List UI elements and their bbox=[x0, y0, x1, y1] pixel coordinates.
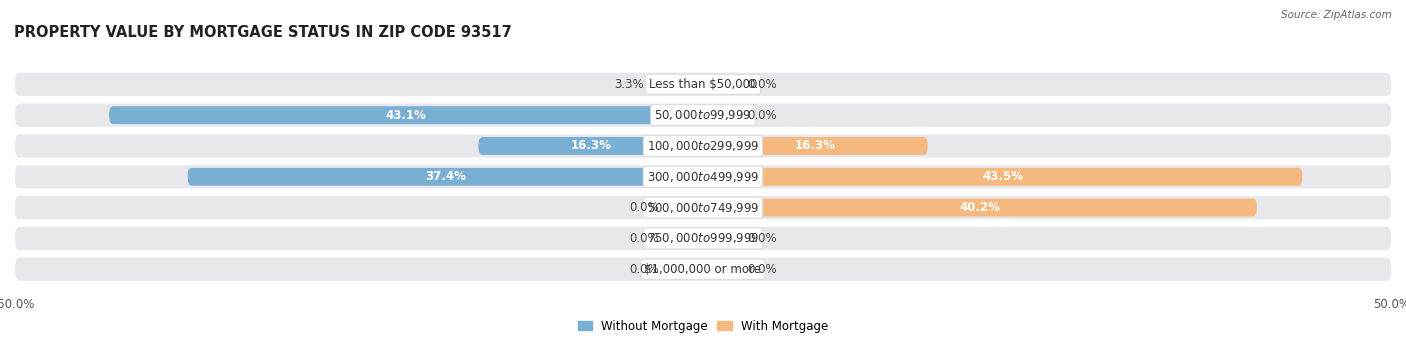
FancyBboxPatch shape bbox=[14, 195, 1392, 220]
Text: 16.3%: 16.3% bbox=[794, 139, 835, 152]
FancyBboxPatch shape bbox=[658, 75, 703, 93]
Text: PROPERTY VALUE BY MORTGAGE STATUS IN ZIP CODE 93517: PROPERTY VALUE BY MORTGAGE STATUS IN ZIP… bbox=[14, 24, 512, 40]
FancyBboxPatch shape bbox=[669, 199, 703, 217]
Text: 43.1%: 43.1% bbox=[385, 109, 426, 122]
Text: $500,000 to $749,999: $500,000 to $749,999 bbox=[647, 201, 759, 215]
Text: 16.3%: 16.3% bbox=[571, 139, 612, 152]
Text: $1,000,000 or more: $1,000,000 or more bbox=[644, 263, 762, 276]
Text: Less than $50,000: Less than $50,000 bbox=[648, 78, 758, 91]
Legend: Without Mortgage, With Mortgage: Without Mortgage, With Mortgage bbox=[574, 315, 832, 337]
Text: 3.3%: 3.3% bbox=[614, 78, 644, 91]
FancyBboxPatch shape bbox=[703, 168, 1302, 186]
Text: 0.0%: 0.0% bbox=[630, 232, 659, 245]
FancyBboxPatch shape bbox=[669, 260, 703, 278]
Text: 0.0%: 0.0% bbox=[747, 78, 776, 91]
FancyBboxPatch shape bbox=[187, 168, 703, 186]
Text: 0.0%: 0.0% bbox=[747, 109, 776, 122]
Text: $50,000 to $99,999: $50,000 to $99,999 bbox=[654, 108, 752, 122]
Text: 43.5%: 43.5% bbox=[983, 170, 1024, 183]
FancyBboxPatch shape bbox=[14, 72, 1392, 97]
Text: Source: ZipAtlas.com: Source: ZipAtlas.com bbox=[1281, 10, 1392, 20]
Text: 0.0%: 0.0% bbox=[630, 201, 659, 214]
FancyBboxPatch shape bbox=[14, 133, 1392, 159]
Text: 0.0%: 0.0% bbox=[747, 232, 776, 245]
Text: $100,000 to $299,999: $100,000 to $299,999 bbox=[647, 139, 759, 153]
Text: 37.4%: 37.4% bbox=[425, 170, 465, 183]
FancyBboxPatch shape bbox=[14, 226, 1392, 251]
FancyBboxPatch shape bbox=[703, 230, 738, 248]
Text: 40.2%: 40.2% bbox=[959, 201, 1001, 214]
FancyBboxPatch shape bbox=[669, 230, 703, 248]
FancyBboxPatch shape bbox=[703, 260, 738, 278]
FancyBboxPatch shape bbox=[703, 137, 928, 155]
Text: 0.0%: 0.0% bbox=[630, 263, 659, 276]
Text: $750,000 to $999,999: $750,000 to $999,999 bbox=[647, 232, 759, 245]
Text: 0.0%: 0.0% bbox=[747, 263, 776, 276]
FancyBboxPatch shape bbox=[14, 164, 1392, 189]
Text: $300,000 to $499,999: $300,000 to $499,999 bbox=[647, 170, 759, 184]
FancyBboxPatch shape bbox=[14, 102, 1392, 128]
FancyBboxPatch shape bbox=[703, 75, 738, 93]
FancyBboxPatch shape bbox=[14, 257, 1392, 282]
FancyBboxPatch shape bbox=[703, 106, 738, 124]
FancyBboxPatch shape bbox=[703, 199, 1257, 217]
FancyBboxPatch shape bbox=[110, 106, 703, 124]
FancyBboxPatch shape bbox=[478, 137, 703, 155]
